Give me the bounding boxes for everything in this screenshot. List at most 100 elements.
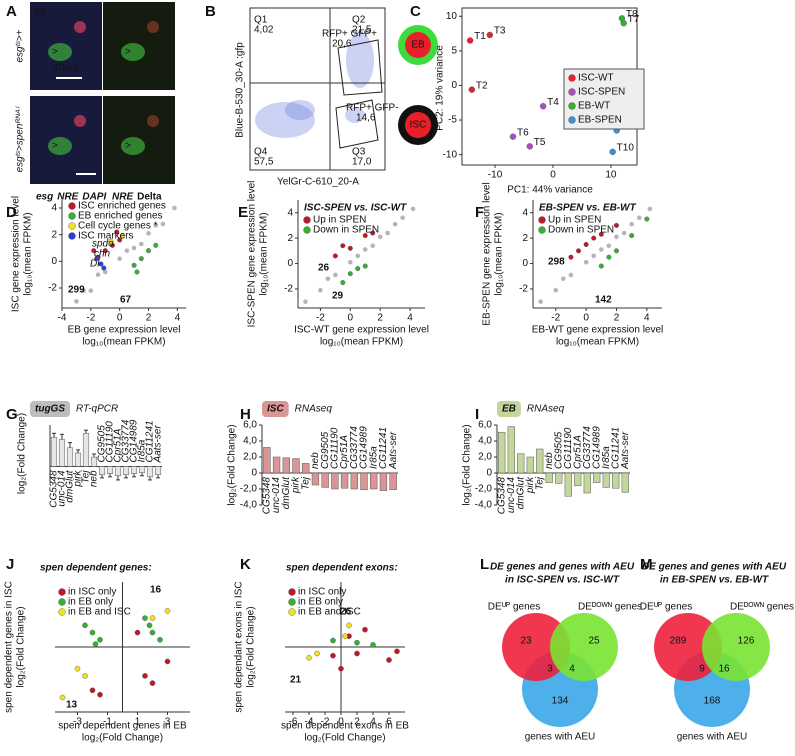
bar [311,472,320,486]
bar [389,472,397,491]
bar [321,472,329,488]
annotation: 26 [340,607,352,618]
legend-swatch [68,212,76,220]
y-tick-label: -2 [48,283,57,294]
point [120,233,126,239]
quadrant-name: Q2 [352,15,366,26]
x-axis-unit: log₁₀(mean FPKM) [82,337,165,348]
point [330,652,336,659]
annotation: 16 [150,585,162,596]
y-tick-label: 4,0 [478,436,492,447]
x-axis-title: EB gene expression level [68,325,181,336]
legend-label: ISC-WT [578,73,614,84]
panel-label: F [475,204,484,221]
point-label: T4 [547,97,559,108]
legend-label: Down in SPEN [313,225,379,236]
y-tick-label: -2,0 [240,484,258,495]
event-density [255,102,315,138]
panel-label: L [480,556,489,573]
point [74,299,79,304]
legend-label: EB enriched genes [78,211,163,222]
legend-swatch [568,74,576,82]
x-tick-label: -2 [551,313,560,324]
legend-label: Down in SPEN [548,225,614,236]
bar [146,466,154,478]
event-density [285,100,315,120]
point [102,269,108,275]
point [59,694,66,701]
cell [74,21,86,33]
panel-label: H [240,406,251,423]
point-label: T3 [494,26,506,37]
point [149,680,156,686]
bar [360,472,368,491]
venn-count: 289 [670,636,687,647]
legend-label: ISC enriched genes [78,201,166,212]
set-label: DEᴰᴼᵂᴺ genes [730,602,794,613]
bar [292,458,300,474]
y-axis-title: log₂(Fold Change) [17,413,28,494]
point [362,233,368,239]
category-label: Aats-ser [153,425,164,464]
point [636,215,642,221]
annotation: spdo [92,239,114,250]
point-label: T8 [626,9,638,20]
category-label: Aats-ser [620,431,631,470]
bar [621,472,629,493]
category-label: Ir85a [601,446,612,469]
category-label: CG33774 [349,426,360,469]
point [539,103,547,110]
quadrant-name: Q3 [352,147,366,158]
point-label: T6 [517,127,529,138]
venn-count: 25 [588,636,600,647]
y-tick-label: -4,0 [240,500,258,511]
channel-label: esg [36,192,53,203]
legend-swatch [288,588,296,596]
point [614,234,619,240]
category-label: Ir85a [137,439,148,462]
point [102,248,108,254]
point [606,243,612,249]
x-tick-label: 0 [348,313,354,324]
panel-label: I [475,406,479,423]
point [153,242,159,248]
point [609,148,616,156]
legend-label: EB-SPEN [578,115,622,126]
point [306,655,312,661]
category-label: CG5348 [49,470,60,508]
gate-name: RFP+ GFP- [346,103,399,114]
y-tick-label: -2 [519,284,528,295]
x-tick-label: -2 [321,717,330,728]
point [81,288,86,293]
category-label: neb [310,452,321,469]
annotation: chn [94,249,111,260]
venn-count: 9 [699,664,705,675]
bar [545,472,553,483]
legend-swatch [288,608,296,616]
legend-swatch [68,202,76,210]
category-label: CG11190 [329,427,340,469]
x-tick-label: 0 [583,313,589,324]
point [149,615,156,621]
set-label: DEᵁᴾ genes [488,602,540,613]
point [153,223,159,228]
venn-title: DE genes and genes with AEU [642,562,787,573]
x-axis-unit: log₂(Fold Change) [82,733,163,744]
legend-label: in EB and ISC [68,607,131,618]
legend-label: in EB only [68,597,113,608]
legend-label: in ISC only [298,587,346,598]
panel-label: K [240,556,251,573]
legend-label: EB-WT [578,101,610,112]
bar [350,472,358,490]
bar [555,472,563,484]
x-tick-label: -1 [103,717,112,728]
point [591,253,597,259]
bar [50,437,58,467]
x-tick-label: 2 [146,313,152,324]
point [74,665,81,672]
category-label: pirk [525,476,536,494]
category-label: CG9505 [97,425,108,463]
point [303,299,308,304]
